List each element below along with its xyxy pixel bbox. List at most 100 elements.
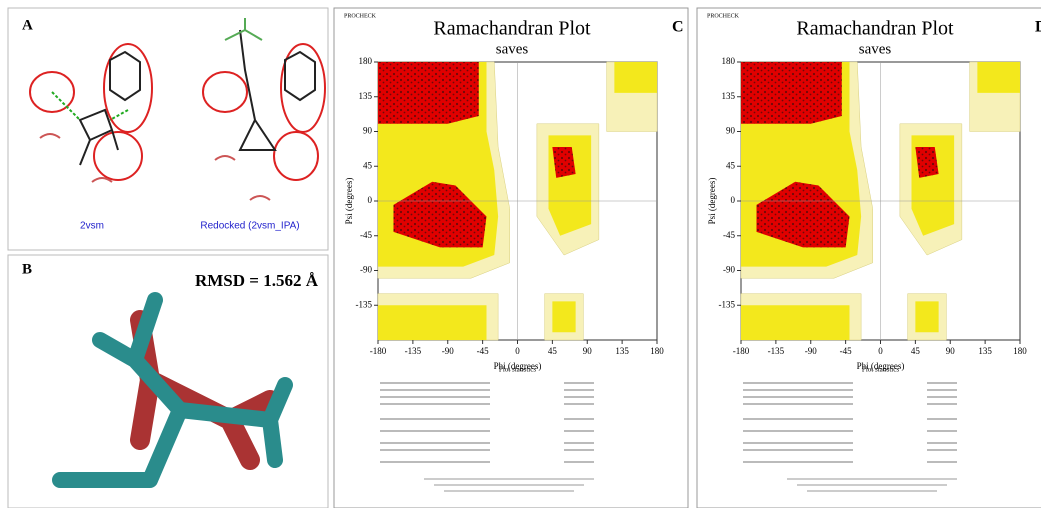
plot-subtitle: saves xyxy=(496,41,529,57)
y-tick-label: 180 xyxy=(722,56,736,66)
x-tick-label: 180 xyxy=(1013,346,1027,356)
stats-line xyxy=(743,403,853,405)
panel-label: B xyxy=(22,261,32,277)
plot-title: Ramachandran Plot xyxy=(796,18,954,40)
stats-line xyxy=(564,442,594,444)
y-tick-label: 45 xyxy=(726,160,736,170)
x-tick-label: 90 xyxy=(583,346,593,356)
panel-label: D xyxy=(1035,19,1041,36)
plot-title: Ramachandran Plot xyxy=(433,18,591,40)
stats-line xyxy=(380,461,490,463)
y-tick-label: -90 xyxy=(360,265,372,275)
stats-heading: Plot statistics xyxy=(862,366,899,374)
header: PROCHECK xyxy=(344,13,377,19)
stats-line xyxy=(564,403,594,405)
x-tick-label: -135 xyxy=(405,346,422,356)
stats-heading: Plot statistics xyxy=(499,366,536,374)
stats-line xyxy=(927,389,957,391)
footnote-line xyxy=(797,484,947,486)
y-tick-label: -45 xyxy=(723,230,735,240)
stats-line xyxy=(380,418,490,420)
stats-line xyxy=(564,449,594,451)
panel-a xyxy=(8,8,328,250)
stats-line xyxy=(743,382,853,384)
y-tick-label: 0 xyxy=(368,195,373,205)
x-tick-label: 0 xyxy=(515,346,520,356)
allowed-region xyxy=(552,301,575,332)
y-tick-label: 135 xyxy=(722,91,736,101)
footnote-line xyxy=(424,478,594,480)
allowed-region xyxy=(977,62,1020,93)
texture xyxy=(378,62,479,124)
stats-line xyxy=(927,418,957,420)
texture xyxy=(552,147,575,178)
panel-label: C xyxy=(672,19,684,36)
figure: A 2vsm Redocked (2vsm_IPA) B RMSD = 1.56… xyxy=(0,0,1041,508)
footnote-line xyxy=(444,490,574,492)
x-tick-label: -135 xyxy=(768,346,785,356)
stats-line xyxy=(927,382,957,384)
stats-line xyxy=(927,430,957,432)
footnote-line xyxy=(807,490,937,492)
plot-subtitle: saves xyxy=(859,41,892,57)
x-tick-label: 180 xyxy=(650,346,664,356)
stats-line xyxy=(743,461,853,463)
stats-line xyxy=(927,403,957,405)
stats-line xyxy=(564,396,594,398)
stats-line xyxy=(927,442,957,444)
y-tick-label: 135 xyxy=(359,91,373,101)
x-tick-label: 90 xyxy=(946,346,956,356)
x-tick-label: -90 xyxy=(805,346,817,356)
texture xyxy=(741,62,842,124)
x-tick-label: -45 xyxy=(840,346,852,356)
allowed-region xyxy=(378,305,487,340)
x-tick-label: 135 xyxy=(978,346,992,356)
x-tick-label: -180 xyxy=(370,346,387,356)
stats-line xyxy=(743,418,853,420)
y-tick-label: -135 xyxy=(356,299,373,309)
y-tick-label: 90 xyxy=(726,126,736,136)
x-tick-label: 0 xyxy=(878,346,883,356)
stats-line xyxy=(743,449,853,451)
stats-line xyxy=(564,382,594,384)
caption: Redocked (2vsm_IPA) xyxy=(200,221,299,232)
allowed-region xyxy=(741,305,850,340)
x-tick-label: 45 xyxy=(911,346,921,356)
y-tick-label: 45 xyxy=(363,160,373,170)
footnote-line xyxy=(787,478,957,480)
x-tick-label: -45 xyxy=(477,346,489,356)
x-tick-label: -90 xyxy=(442,346,454,356)
texture xyxy=(915,147,938,178)
stats-line xyxy=(380,382,490,384)
y-tick-label: 180 xyxy=(359,56,373,66)
y-axis-label: Psi (degrees) xyxy=(344,178,354,225)
y-tick-label: -90 xyxy=(723,265,735,275)
x-tick-label: -180 xyxy=(733,346,750,356)
allowed-region xyxy=(915,301,938,332)
stats-line xyxy=(927,461,957,463)
x-tick-label: 135 xyxy=(615,346,629,356)
y-tick-label: 0 xyxy=(731,195,736,205)
stats-line xyxy=(380,396,490,398)
stats-line xyxy=(564,430,594,432)
stats-line xyxy=(380,430,490,432)
caption: 2vsm xyxy=(80,221,104,232)
stats-line xyxy=(564,461,594,463)
footnote-line xyxy=(434,484,584,486)
x-tick-label: 45 xyxy=(548,346,558,356)
stats-line xyxy=(564,389,594,391)
rmsd: RMSD = 1.562 Å xyxy=(195,271,319,290)
stats-line xyxy=(380,389,490,391)
stats-line xyxy=(743,396,853,398)
stats-line xyxy=(380,403,490,405)
stats-line xyxy=(743,442,853,444)
y-tick-label: -135 xyxy=(719,299,736,309)
y-tick-label: -45 xyxy=(360,230,372,240)
stats-line xyxy=(380,449,490,451)
allowed-region xyxy=(614,62,657,93)
panel-label: A xyxy=(22,17,33,33)
stats-line xyxy=(927,396,957,398)
stats-line xyxy=(564,418,594,420)
y-axis-label: Psi (degrees) xyxy=(707,178,717,225)
stats-line xyxy=(743,389,853,391)
